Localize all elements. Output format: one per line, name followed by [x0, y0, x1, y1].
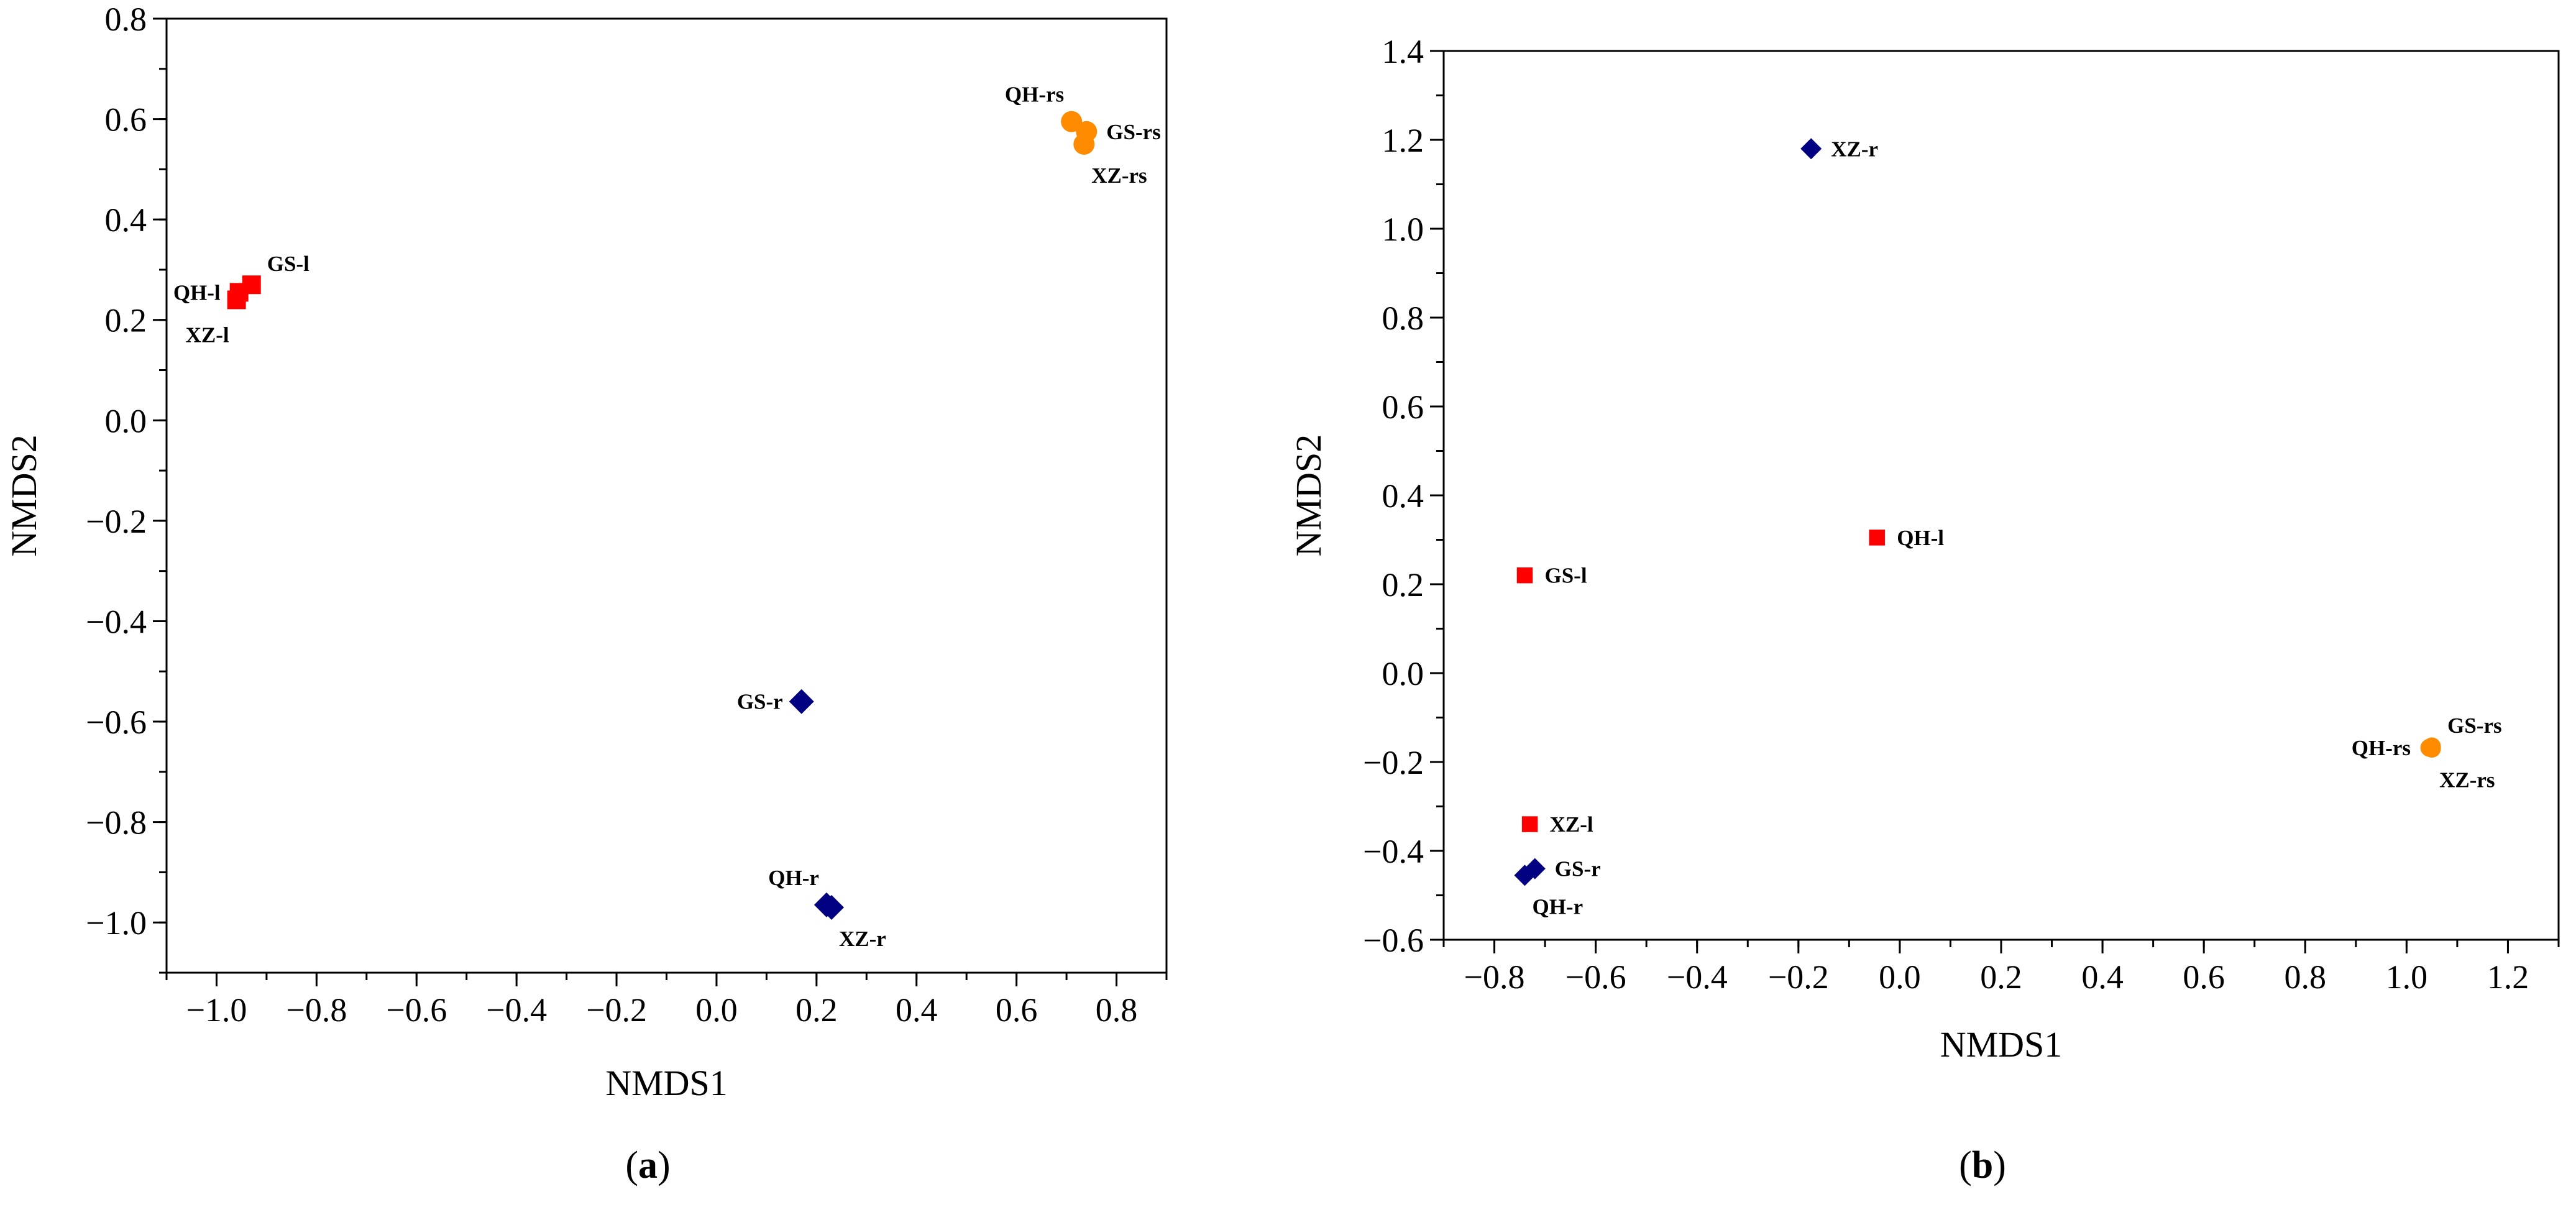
y-tick-label: 0.4	[105, 201, 147, 239]
point-xz-l	[1521, 816, 1538, 832]
y-tick-label: 1.4	[1382, 33, 1424, 70]
panel-b: −0.8 −0.6 −0.4 −0.2 0.0 0.2 0.4 0.6 0.8 1.0 1.2 1.4…	[1288, 33, 2560, 1186]
y-tick-label: 0.2	[105, 302, 147, 339]
x-tick-label: 0.2	[1980, 958, 2022, 996]
point-gs-l	[1516, 567, 1533, 584]
y-tick-label: 0.8	[1382, 300, 1424, 337]
x-tick-label: 0.4	[896, 991, 938, 1029]
x-tick-label: −0.4	[486, 991, 547, 1029]
x-axis-title: NMDS1	[605, 1063, 728, 1103]
x-tick-label: 0.4	[2081, 958, 2124, 996]
x-tick-label: 0.6	[2183, 958, 2225, 996]
point-label: GS-l	[1544, 564, 1587, 588]
y-tick-label: −0.4	[1363, 833, 1424, 870]
x-tick-label: −0.6	[386, 991, 447, 1029]
x-tick-label: 0.0	[695, 991, 738, 1029]
point-label: XZ-r	[1831, 137, 1878, 161]
point-qh-r	[1514, 865, 1536, 886]
point-gs-r	[789, 689, 814, 714]
point-qh-l	[1869, 530, 1885, 546]
x-tick-label: 1.0	[2386, 958, 2428, 996]
point-xz-rs	[1073, 133, 1095, 155]
point-label: GS-l	[267, 252, 309, 276]
point-xz-rs	[2422, 740, 2441, 758]
y-tick-label: 0.8	[105, 1, 147, 38]
x-axis-title: NMDS1	[1940, 1024, 2063, 1065]
x-tick-label: −0.8	[286, 991, 347, 1029]
x-tick-label: 0.0	[1879, 958, 1921, 996]
x-tick-label: 1.2	[2487, 958, 2529, 996]
y-tick-label: 0.6	[1382, 388, 1424, 426]
point-label: QH-l	[173, 280, 221, 305]
x-tick-label: −0.2	[1768, 958, 1829, 996]
y-tick-label: −0.6	[86, 704, 147, 741]
y-tick-label: 0.2	[1382, 566, 1424, 604]
point-label: XZ-r	[839, 927, 886, 951]
panel-caption: (b)	[1959, 1144, 2006, 1186]
panel-a: −1.0 −0.8 −0.6 −0.4 −0.2 0.0 0.2 0.4 0.6 0.8 0.8 0.…	[4, 1, 1168, 1186]
y-tick-label: 1.0	[1382, 211, 1424, 248]
y-tick-label: −1.0	[86, 904, 147, 942]
point-label: QH-l	[1897, 526, 1944, 550]
x-tick-label: 0.8	[1096, 991, 1138, 1029]
y-tick-label: −0.6	[1363, 922, 1424, 959]
point-label: QH-r	[768, 866, 819, 890]
x-tick-label: 0.8	[2285, 958, 2327, 996]
y-tick-label: 0.4	[1382, 477, 1424, 515]
y-tick-label: −0.8	[86, 804, 147, 842]
plot-frame	[165, 17, 1168, 974]
point-label: QH-rs	[2352, 736, 2411, 760]
panel-caption: (a)	[625, 1144, 670, 1186]
x-tick-label: −0.4	[1667, 958, 1728, 996]
point-label: GS-rs	[1106, 120, 1161, 144]
point-label: GS-r	[1555, 857, 1601, 881]
point-label: XZ-rs	[2439, 768, 2495, 792]
point-label: XZ-l	[1550, 812, 1593, 837]
point-label: XZ-rs	[1091, 163, 1147, 188]
y-tick-label: −0.2	[1363, 744, 1424, 781]
y-tick-label: 0.0	[1382, 655, 1424, 692]
y-tick-label: 1.2	[1382, 122, 1424, 159]
y-axis-title: NMDS2	[1288, 434, 1329, 557]
point-xz-r	[818, 894, 844, 920]
point-xz-l	[227, 290, 246, 310]
point-label: XZ-l	[186, 323, 229, 347]
y-axis-title: NMDS2	[4, 434, 44, 557]
point-label: GS-rs	[2447, 714, 2502, 738]
point-label: GS-r	[737, 690, 783, 714]
y-tick-label: −0.2	[86, 503, 147, 540]
plot-frame	[1442, 50, 2560, 941]
point-qh-rs	[1061, 111, 1083, 132]
y-tick-label: 0.0	[105, 402, 147, 439]
x-tick-label: −0.2	[586, 991, 647, 1029]
y-tick-label: −0.4	[86, 603, 147, 640]
x-tick-label: −0.8	[1464, 958, 1525, 996]
x-tick-label: 0.2	[795, 991, 838, 1029]
y-tick-label: 0.6	[105, 101, 147, 139]
point-label: QH-rs	[1005, 83, 1064, 107]
panel-letter: a	[638, 1144, 658, 1186]
point-label: QH-r	[1532, 894, 1583, 919]
x-tick-label: 0.6	[996, 991, 1038, 1029]
point-xz-r	[1800, 138, 1822, 160]
x-tick-label: −1.0	[186, 991, 247, 1029]
x-tick-label: −0.6	[1565, 958, 1626, 996]
panel-letter: b	[1972, 1144, 1993, 1186]
